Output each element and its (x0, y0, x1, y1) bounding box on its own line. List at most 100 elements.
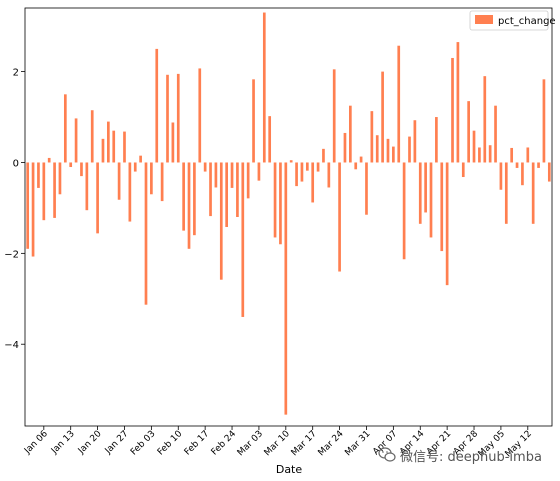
bar (150, 162, 153, 195)
bar (58, 162, 62, 195)
plot-frame (24, 7, 553, 427)
bar (499, 162, 503, 190)
bar (166, 74, 169, 163)
x-tick-label: Mar 17 (290, 429, 319, 458)
bar (128, 162, 132, 222)
bar (478, 147, 481, 163)
bar (295, 162, 298, 187)
bar (515, 162, 519, 168)
x-tick-label: Feb 10 (156, 429, 185, 458)
bar (69, 162, 73, 168)
y-tick-label: −2 (4, 249, 19, 260)
bar (435, 117, 438, 163)
bar (246, 162, 250, 199)
bar (365, 162, 368, 215)
bar (219, 162, 223, 280)
x-tick-label: Mar 03 (236, 429, 265, 458)
bar (408, 136, 411, 163)
watermark-text: 微信号: deephub-imba (400, 449, 542, 465)
bar (160, 162, 164, 202)
bar (26, 162, 30, 249)
bar (107, 121, 110, 163)
bar (273, 162, 277, 238)
bar (392, 146, 395, 163)
bar (413, 120, 417, 163)
bar (198, 68, 202, 163)
x-tick-label: Mar 10 (263, 429, 292, 458)
bar (31, 162, 35, 257)
x-tick-label: Feb 24 (210, 429, 239, 458)
bar (359, 156, 363, 163)
bar (209, 162, 212, 217)
bar (230, 162, 234, 188)
bar (80, 162, 83, 177)
x-axis-label: Date (276, 463, 303, 476)
bar (354, 162, 358, 170)
bar (451, 57, 454, 163)
bar (144, 162, 148, 305)
x-tick-label: Mar 31 (343, 429, 372, 458)
bar (117, 162, 121, 200)
bar (472, 130, 476, 163)
x-tick-label: Mar 24 (317, 429, 346, 458)
bar (311, 162, 315, 203)
y-axis: −4 −2 0 2 (4, 68, 25, 351)
bar (483, 76, 487, 163)
bar (461, 162, 465, 178)
bar (268, 116, 272, 163)
bar (537, 162, 540, 168)
bar (343, 132, 347, 163)
bar (284, 162, 288, 415)
wechat-logo-icon (378, 447, 396, 462)
bar (547, 162, 551, 182)
bar (397, 45, 401, 163)
bar (112, 130, 116, 163)
bar (440, 162, 444, 252)
x-tick-label: Feb 17 (183, 429, 211, 457)
legend-swatch (475, 15, 493, 24)
x-tick-label: Jan 27 (103, 429, 131, 457)
y-tick-label: −4 (4, 340, 19, 351)
bar (182, 162, 185, 231)
bar (418, 162, 422, 224)
bar (381, 71, 384, 163)
bars-group (26, 12, 551, 415)
bar (101, 138, 105, 163)
bar (176, 73, 180, 163)
legend: pct_change (469, 10, 556, 31)
bar (53, 162, 56, 218)
bar (279, 162, 282, 245)
bar (370, 111, 374, 163)
bar (187, 162, 191, 249)
watermark: 微信号: deephub-imba (378, 444, 556, 466)
bar (193, 162, 196, 236)
bar (85, 162, 89, 211)
bar (139, 155, 142, 163)
bar (322, 148, 325, 163)
bar (241, 162, 245, 317)
bar (456, 42, 460, 163)
bar (262, 12, 266, 163)
bar (424, 162, 427, 213)
x-tick-label: Jan 06 (22, 429, 50, 457)
bar (47, 157, 51, 163)
bar (225, 162, 228, 227)
bar (252, 79, 255, 163)
bar (171, 122, 175, 163)
bar (467, 101, 470, 163)
bar (510, 147, 514, 163)
bar (214, 162, 218, 188)
bar (504, 162, 508, 224)
bar (90, 110, 94, 163)
y-tick-label: 0 (13, 158, 19, 169)
x-tick-label: Jan 20 (76, 429, 104, 457)
x-tick-label: Feb 03 (129, 429, 157, 457)
bar (526, 147, 530, 163)
bar (63, 94, 67, 163)
legend-label: pct_change (498, 16, 556, 27)
bar (494, 105, 497, 163)
bar (37, 162, 40, 188)
bar (257, 162, 261, 181)
y-tick-label: 2 (13, 68, 19, 79)
